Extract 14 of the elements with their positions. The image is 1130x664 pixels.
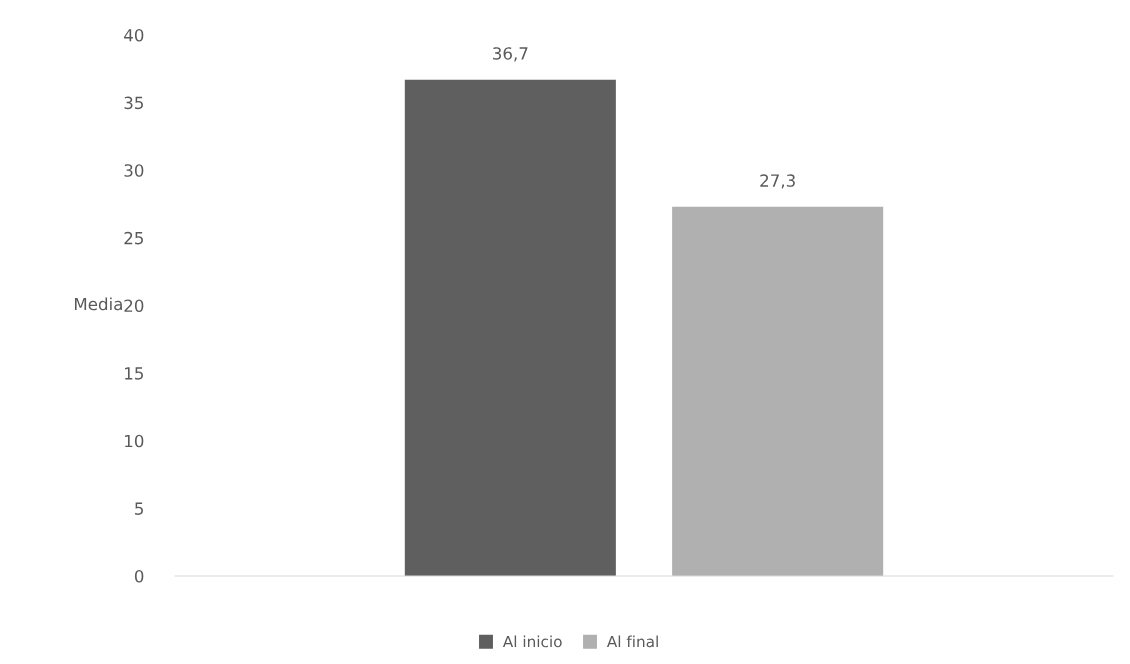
y-tick-label: 15 bbox=[125, 367, 143, 380]
y-tick-label: 35 bbox=[124, 96, 143, 110]
data-label: 36,7 bbox=[493, 47, 528, 62]
y-axis-title: Media bbox=[74, 297, 122, 311]
y-tick-label: 25 bbox=[124, 231, 143, 245]
y-tick-label: 30 bbox=[124, 164, 144, 177]
y-tick-label: 5 bbox=[135, 502, 143, 515]
y-tick-label: 0 bbox=[134, 569, 144, 583]
data-label: 27,3 bbox=[760, 174, 795, 189]
y-tick-label: 40 bbox=[124, 28, 144, 42]
legend-label: Al inicio bbox=[502, 635, 562, 648]
legend-label: Al final bbox=[606, 635, 658, 648]
y-tick-label: 10 bbox=[125, 434, 144, 448]
y-tick-label: 20 bbox=[124, 299, 144, 313]
